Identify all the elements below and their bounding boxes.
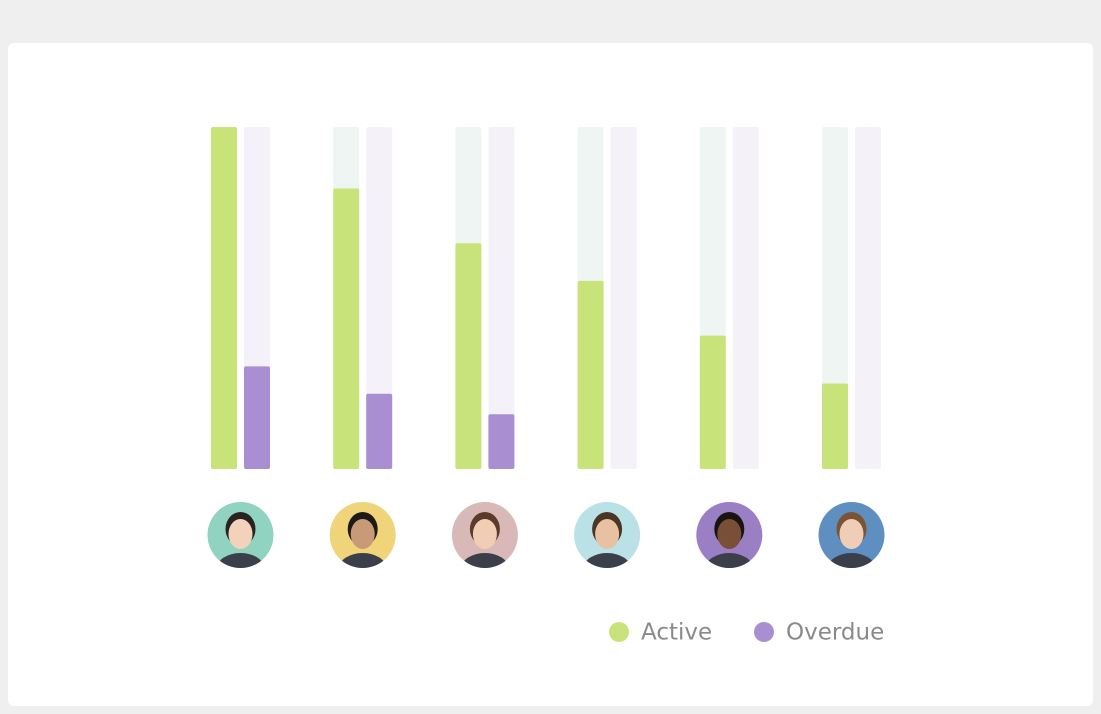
- card: [8, 43, 1093, 706]
- bar-track: [488, 127, 515, 469]
- avatar-figure: [338, 512, 387, 568]
- avatar-face: [228, 519, 253, 549]
- avatar: [574, 502, 641, 568]
- avatar-body: [827, 553, 876, 568]
- avatar-figure: [583, 512, 632, 568]
- bar: [488, 414, 515, 469]
- legend-marker: [754, 622, 774, 642]
- avatar-face: [595, 519, 620, 549]
- avatar-figure: [827, 512, 876, 568]
- avatar: [696, 502, 763, 568]
- avatar-face: [350, 519, 375, 549]
- avatar-body: [216, 553, 265, 568]
- avatar-body: [583, 553, 632, 568]
- bar: [577, 280, 604, 469]
- bar: [244, 366, 270, 469]
- avatar-face: [839, 519, 864, 549]
- bar: [211, 127, 237, 469]
- bar-track: [366, 127, 393, 469]
- avatar-body: [460, 553, 509, 568]
- bar: [366, 393, 393, 469]
- avatar-figure: [216, 512, 265, 568]
- avatar-body: [705, 553, 754, 568]
- bar: [333, 188, 360, 469]
- bar: [699, 335, 726, 469]
- avatar: [329, 502, 396, 568]
- avatar-figure: [460, 512, 509, 568]
- legend-label: Active: [641, 620, 712, 646]
- avatar-face: [472, 519, 497, 549]
- bar-track: [610, 127, 637, 469]
- legend-marker: [609, 622, 629, 642]
- avatar: [818, 502, 885, 568]
- avatar: [207, 502, 274, 568]
- bar-track: [732, 127, 759, 469]
- bar: [455, 243, 482, 469]
- avatar-body: [338, 553, 387, 568]
- avatar-figure: [705, 512, 754, 568]
- avatar-face: [717, 519, 742, 549]
- bar: [822, 383, 848, 469]
- avatar: [451, 502, 518, 568]
- bar-track: [855, 127, 881, 469]
- legend-label: Overdue: [786, 620, 884, 646]
